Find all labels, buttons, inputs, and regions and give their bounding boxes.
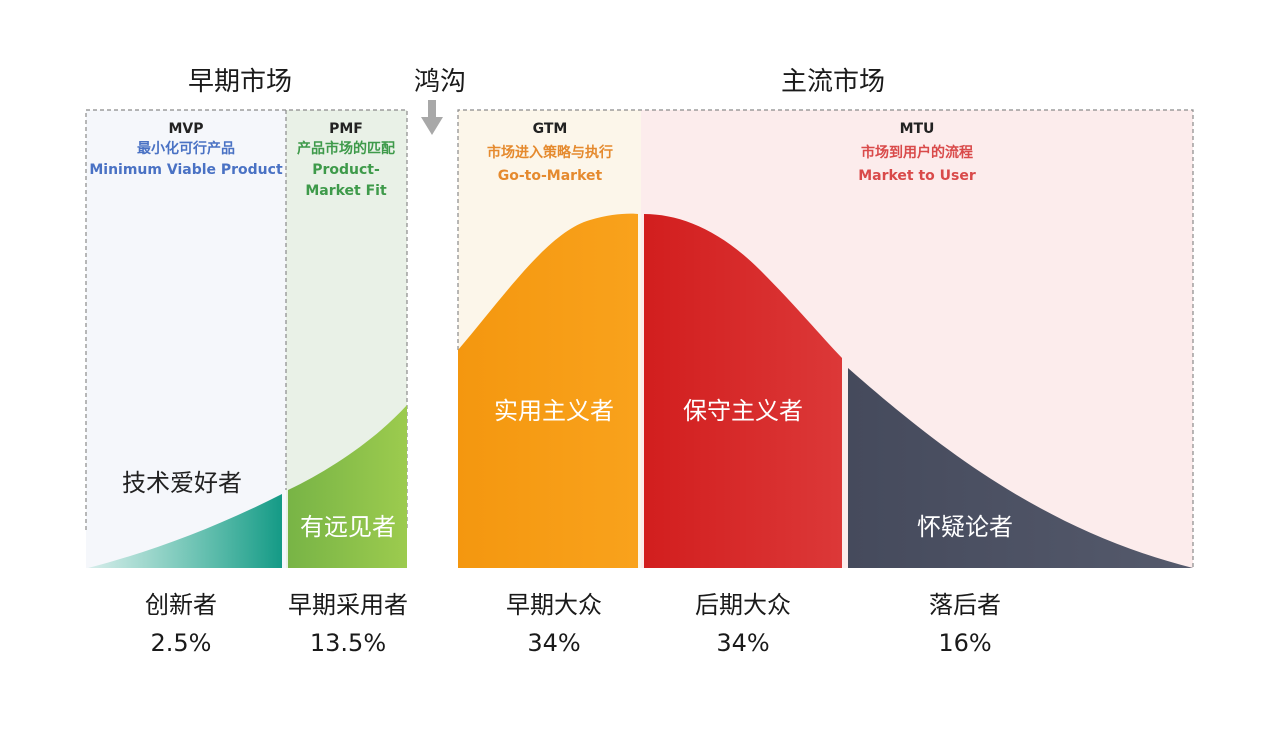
category-early-adopters: 早期采用者 [288, 591, 408, 619]
gtm-code: GTM [533, 121, 568, 137]
mvp-code: MVP [168, 121, 203, 137]
category-late-majority: 后期大众 [695, 591, 791, 619]
mainstream-market-title: 主流市场 [781, 67, 885, 97]
percent-innovators: 2.5% [151, 629, 212, 657]
label-pragmatists: 实用主义者 [494, 397, 614, 425]
mvp-en: Minimum Viable Product [89, 162, 283, 178]
percent-early-adopters: 13.5% [310, 629, 386, 657]
segment-late-majority [644, 214, 842, 568]
percent-late-majority: 34% [716, 629, 769, 657]
pmf-code: PMF [329, 121, 363, 137]
gtm-en: Go-to-Market [498, 168, 603, 184]
category-early-majority: 早期大众 [506, 591, 602, 619]
mtu-en: Market to User [858, 168, 976, 184]
percent-laggards: 16% [938, 629, 991, 657]
mvp-panel [86, 110, 286, 568]
pmf-cn: 产品市场的匹配 [297, 140, 395, 157]
segment-early-majority [458, 213, 638, 568]
category-innovators: 创新者 [145, 591, 217, 619]
label-tech-enthusiasts: 技术爱好者 [122, 469, 242, 497]
mtu-code: MTU [900, 121, 935, 137]
label-visionaries: 有远见者 [300, 513, 396, 541]
early-market-border [85, 109, 408, 530]
label-skeptics: 怀疑论者 [917, 513, 1013, 541]
segment-early-adopters [288, 405, 407, 568]
gtm-cn: 市场进入策略与执行 [487, 144, 613, 161]
early-market-title: 早期市场 [188, 67, 292, 97]
pmf-en-2: Market Fit [305, 183, 387, 199]
segment-innovators [88, 494, 282, 568]
mainstream-market-border [457, 109, 1194, 568]
pmf-en-1: Product- [312, 162, 380, 178]
segment-laggards [848, 368, 1193, 568]
mvp-cn: 最小化可行产品 [137, 140, 235, 157]
chasm-title: 鸿沟 [414, 67, 466, 97]
mtu-cn: 市场到用户的流程 [861, 144, 973, 161]
percent-early-majority: 34% [527, 629, 580, 657]
label-conservatives: 保守主义者 [683, 397, 803, 425]
category-laggards: 落后者 [929, 591, 1001, 619]
chasm-arrow-icon [421, 100, 443, 135]
